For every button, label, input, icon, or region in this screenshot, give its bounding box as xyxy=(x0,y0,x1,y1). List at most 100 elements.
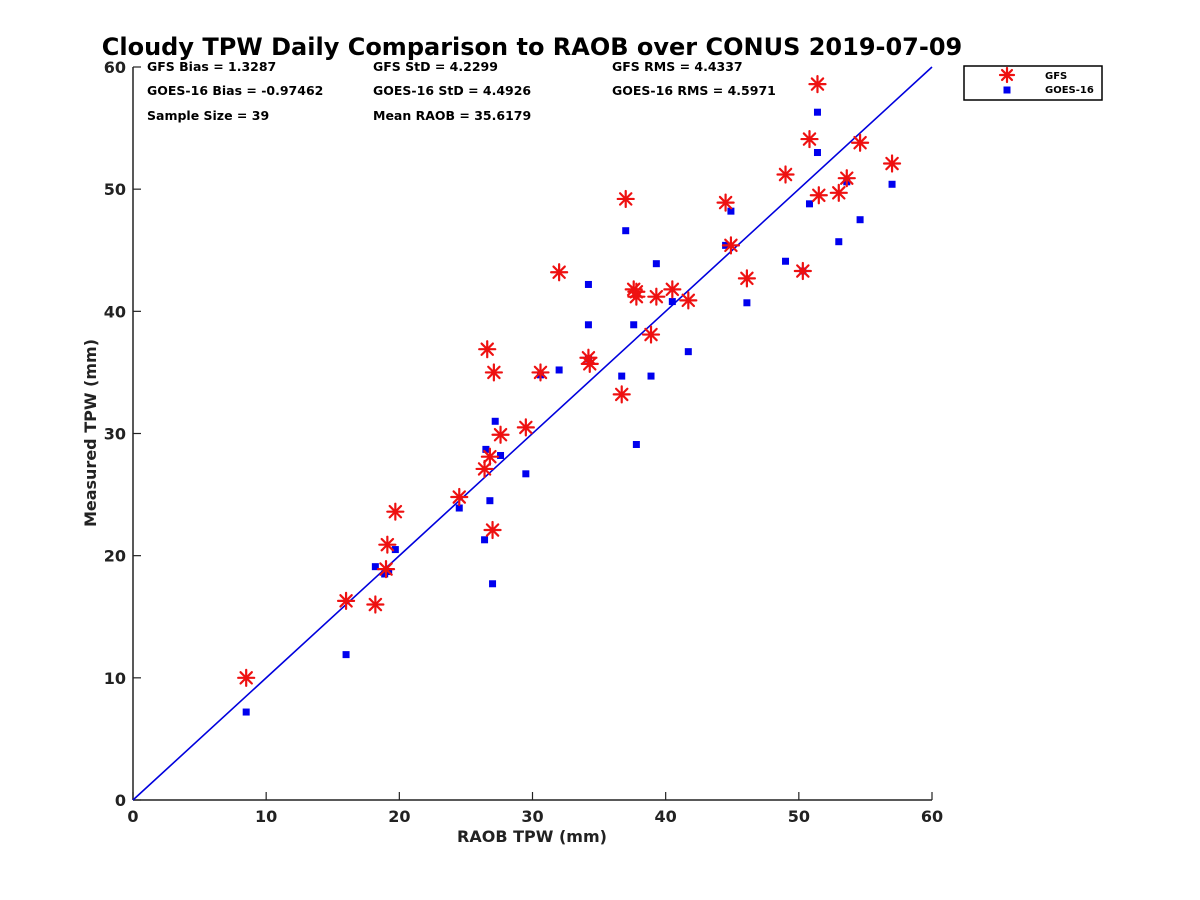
goes16-point xyxy=(813,149,821,157)
legend-label-gfs: GFS xyxy=(1045,71,1067,82)
gfs-point xyxy=(663,280,682,299)
goes16-point xyxy=(632,440,640,448)
chart-title: Cloudy TPW Daily Comparison to RAOB over… xyxy=(102,33,962,61)
gfs-point xyxy=(478,340,497,359)
goes16-point xyxy=(584,321,592,329)
goes16-point xyxy=(743,299,751,307)
stat-sample-size: Sample Size = 39 xyxy=(147,108,269,123)
stat-goes-rms: GOES-16 RMS = 4.5971 xyxy=(612,83,776,98)
gfs-point xyxy=(612,385,631,404)
gfs-point xyxy=(550,263,569,282)
gfs-point xyxy=(850,133,870,152)
gfs-point xyxy=(531,363,550,382)
y-tick-label: 60 xyxy=(104,58,126,77)
goes16-point xyxy=(381,570,389,578)
stat-mean-raob: Mean RAOB = 35.6179 xyxy=(373,108,531,123)
goes16-point xyxy=(491,417,499,425)
y-tick-label: 10 xyxy=(104,669,126,688)
y-axis-label: Measured TPW (mm) xyxy=(81,339,100,527)
goes16-point xyxy=(455,504,463,512)
y-tick-label: 20 xyxy=(104,547,126,566)
gfs-point xyxy=(516,418,535,437)
goes16-point xyxy=(652,260,660,268)
x-tick-label: 0 xyxy=(127,807,138,826)
goes16-point xyxy=(813,108,821,116)
goes16-point xyxy=(342,651,350,659)
gfs-point xyxy=(483,520,502,540)
goes16-point xyxy=(622,227,630,235)
goes16-point xyxy=(481,536,489,544)
x-tick-label: 60 xyxy=(921,807,943,826)
goes16-point xyxy=(242,708,250,716)
gfs-point xyxy=(737,269,756,288)
goes16-point xyxy=(630,321,638,329)
gfs-point xyxy=(882,154,902,173)
goes16-point xyxy=(856,216,864,224)
gfs-point xyxy=(800,129,819,149)
gfs-point xyxy=(237,668,256,687)
stat-gfs-std: GFS StD = 4.2299 xyxy=(373,59,498,74)
gfs-point xyxy=(376,560,396,579)
data-marks xyxy=(237,75,902,716)
x-tick-label: 50 xyxy=(788,807,810,826)
gfs-point xyxy=(627,282,646,301)
goes16-point xyxy=(489,580,497,588)
goes16-point xyxy=(684,348,692,356)
goes16-point xyxy=(727,207,735,215)
gfs-point xyxy=(809,186,828,205)
gfs-point xyxy=(475,459,494,479)
gfs-point xyxy=(721,236,741,255)
gfs-point xyxy=(641,325,661,344)
gfs-point xyxy=(793,261,812,281)
goes16-point xyxy=(782,257,790,265)
x-tick-label: 20 xyxy=(388,807,410,826)
y-tick-label: 30 xyxy=(104,425,126,444)
stat-goes-std: GOES-16 StD = 4.4926 xyxy=(373,83,531,98)
gfs-point xyxy=(450,487,469,507)
stats-panel: GFS Bias = 1.3287 GFS StD = 4.2299 GFS R… xyxy=(147,59,776,123)
gfs-point xyxy=(366,595,385,614)
legend-goes16-marker xyxy=(1003,86,1011,94)
gfs-point xyxy=(484,363,503,382)
legend-label-goes16: GOES-16 xyxy=(1045,85,1094,96)
stat-gfs-bias: GFS Bias = 1.3287 xyxy=(147,59,276,74)
goes16-point xyxy=(888,180,896,188)
gfs-point xyxy=(829,183,848,202)
gfs-point xyxy=(837,169,856,188)
goes16-point xyxy=(618,372,626,380)
plot-axes: 0 10 20 30 40 50 60 0 10 20 30 40 50 60 xyxy=(104,58,943,826)
y-tick-label: 40 xyxy=(104,302,126,321)
goes16-point xyxy=(482,445,490,453)
legend-gfs-marker xyxy=(998,66,1016,84)
goes16-point xyxy=(486,497,494,505)
gfs-point xyxy=(580,354,599,373)
gfs-point xyxy=(616,189,635,209)
legend-marks xyxy=(998,66,1016,94)
y-tick-label: 50 xyxy=(104,180,126,199)
stat-gfs-rms: GFS RMS = 4.4337 xyxy=(612,59,743,74)
legend-box xyxy=(963,65,1103,101)
x-tick-label: 10 xyxy=(255,807,277,826)
goes16-point xyxy=(497,451,505,459)
gfs-point xyxy=(378,535,397,554)
gfs-point xyxy=(679,291,698,310)
goes16-point xyxy=(555,366,563,374)
gfs-point xyxy=(808,75,827,94)
x-tick-label: 40 xyxy=(655,807,677,826)
gfs-point xyxy=(480,447,499,466)
goes16-point xyxy=(647,372,655,380)
stat-goes-bias: GOES-16 Bias = -0.97462 xyxy=(147,83,323,98)
goes16-point xyxy=(805,200,813,208)
gfs-point xyxy=(716,193,735,212)
x-tick-label: 30 xyxy=(521,807,543,826)
y-tick-label: 0 xyxy=(115,791,126,810)
gfs-point xyxy=(386,502,405,521)
gfs-point xyxy=(647,287,666,306)
x-axis-label: RAOB TPW (mm) xyxy=(457,827,607,846)
goes16-point xyxy=(668,298,676,306)
gfs-point xyxy=(776,165,795,184)
goes16-point xyxy=(371,563,379,571)
gfs-point xyxy=(491,425,510,444)
goes16-point xyxy=(522,470,530,478)
